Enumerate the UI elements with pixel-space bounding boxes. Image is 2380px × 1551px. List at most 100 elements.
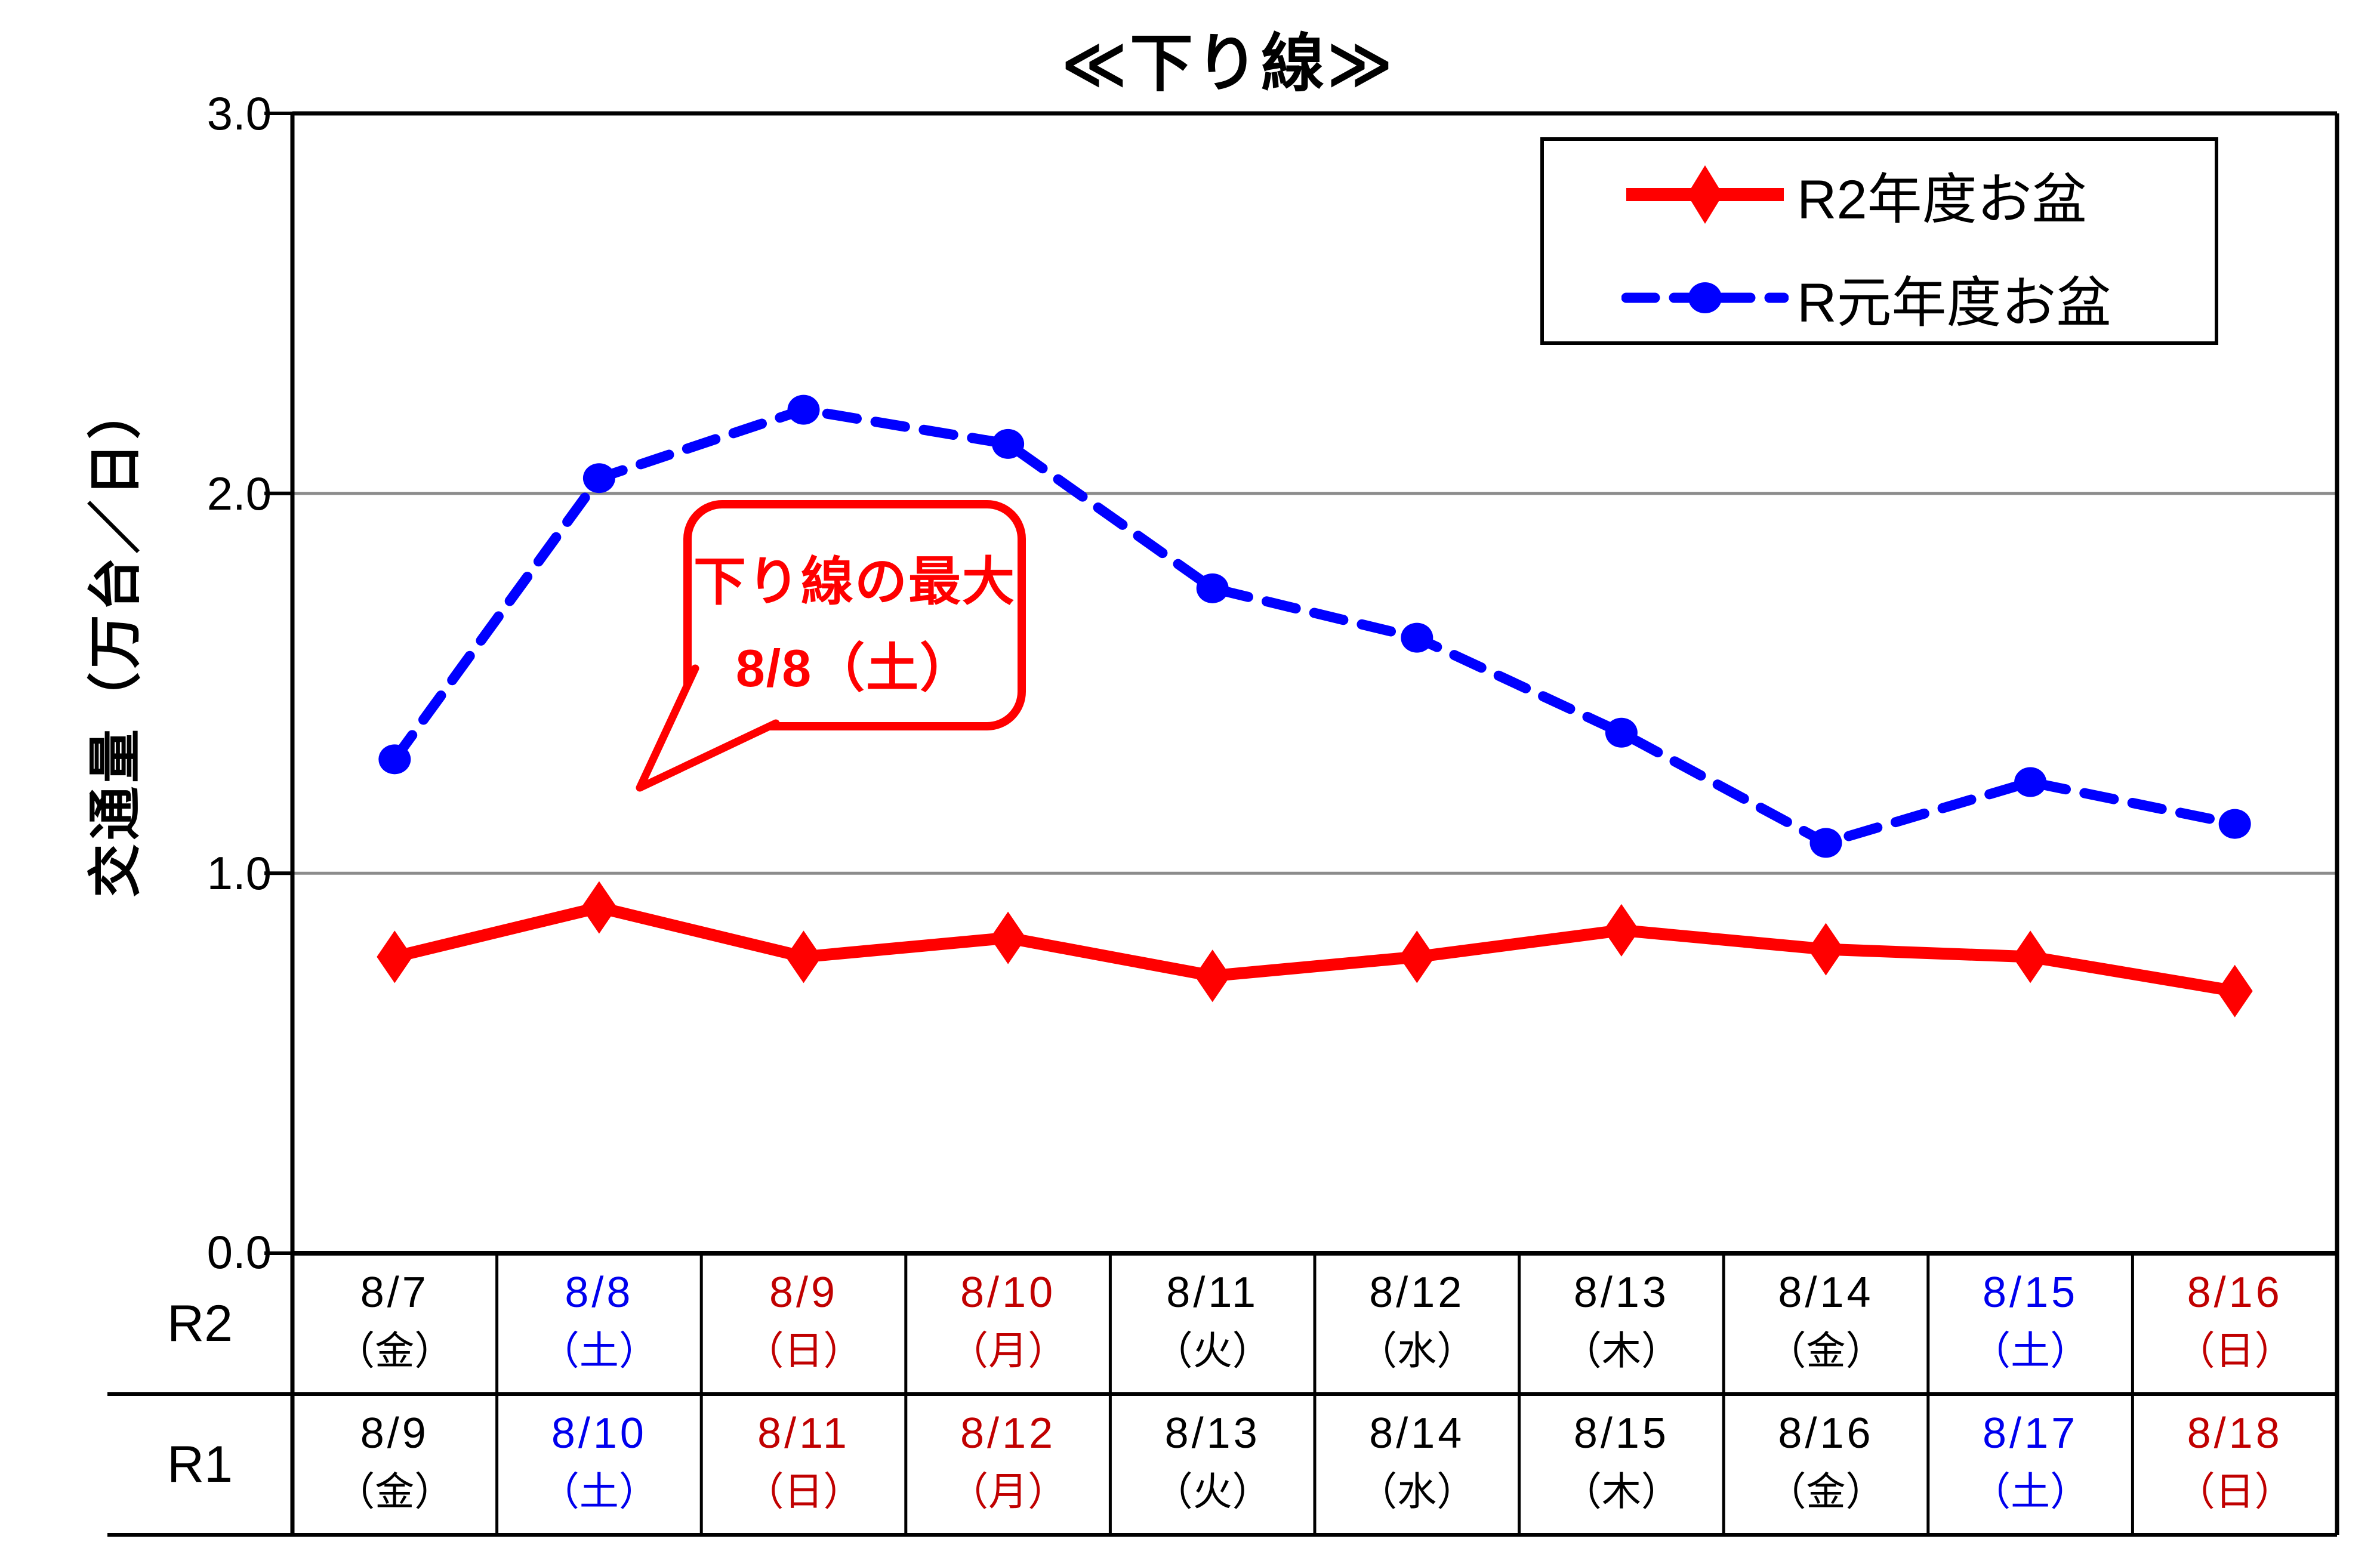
y-tick-label-2: 2.0 [206,467,272,520]
weekday-label: （日） [744,1469,863,1513]
data-point-circle [1605,717,1638,748]
data-point-diamond [1603,904,1639,957]
date-label: 8/16 [1778,1410,1874,1457]
data-point-circle [1809,828,1842,858]
weekday-label: （金） [1766,1469,1885,1513]
weekday-label: （火） [1153,1328,1272,1373]
data-point-circle [582,463,615,494]
chart-title: ≪下り線≫ [1061,29,1395,99]
date-label: 8/9 [769,1269,838,1316]
date-label: 8/15 [1983,1269,2079,1316]
data-point-circle [2218,809,2251,839]
date-label: 8/17 [1983,1410,2079,1457]
weekday-label: （木） [1562,1469,1681,1513]
date-label: 8/15 [1573,1410,1669,1457]
callout-text-line2: 8/8（土） [736,639,973,698]
table-row-header-r1: R1 [167,1436,233,1493]
table-cell-r1-col9: 8/17 （土） [1928,1394,2133,1535]
date-label: 8/14 [1369,1410,1465,1457]
series-line-circle [389,404,2240,849]
legend-label-r2: R2年度お盆 [1797,169,2087,230]
plot-frame [107,111,2339,1537]
callout-annotation: 下り線の最大 8/8（土） [636,500,1026,792]
table-cell-r2-col2: 8/8 （土） [497,1253,702,1394]
table-cell-r2-col5: 8/11 （火） [1110,1253,1315,1394]
weekday-label: （日） [2175,1328,2294,1373]
table-cell-r2-col10: 8/16 （日） [2132,1253,2337,1394]
callout-text-line1: 下り線の最大 [693,552,1016,611]
date-label: 8/10 [960,1269,1056,1316]
weekday-label: （土） [1971,1469,2090,1513]
weekday-label: （土） [539,1328,658,1373]
legend: R2年度お盆 R元年度お盆 [1540,137,2218,345]
date-label: 8/13 [1573,1269,1669,1316]
date-label: 8/10 [551,1410,647,1457]
callout-box [683,500,1026,730]
series-layer [377,394,2253,1535]
data-point-circle [787,394,820,425]
r2-solid-diamond-marker-icon [1626,165,1784,224]
legend-label-r1: R元年度お盆 [1797,272,2111,334]
weekday-label: （水） [1358,1469,1476,1513]
table-row-header-r2: R2 [167,1295,233,1352]
date-label: 8/12 [1369,1269,1465,1316]
data-point-circle [2014,767,2047,797]
table-cell-r2-col3: 8/9 （日） [701,1253,906,1394]
table-cell-r1-col7: 8/15 （木） [1519,1394,1724,1535]
data-point-circle [1196,573,1229,603]
legend-item-r1: R元年度お盆 [1621,259,2111,337]
y-tick-label-1: 1.0 [206,847,272,899]
legend-item-r2: R2年度お盆 [1621,156,2087,233]
data-point-diamond [1194,949,1231,1003]
date-label: 8/12 [960,1410,1056,1457]
table-cell-r1-col10: 8/18 （日） [2132,1394,2337,1535]
data-point-diamond [581,881,617,934]
weekday-label: （火） [1153,1469,1272,1513]
weekday-label: （日） [744,1328,863,1373]
weekday-label: （土） [539,1469,658,1513]
table-cell-r2-col6: 8/12 （水） [1315,1253,1519,1394]
data-point-diamond [1808,923,1844,976]
r1-dashed-circle-marker-icon [1621,282,1789,313]
data-point-diamond [1399,930,1435,983]
date-label: 8/18 [2187,1410,2283,1457]
y-tick-label-3: 3.0 [206,87,272,140]
table-cell-r2-col4: 8/10 （月） [906,1253,1111,1394]
date-label: 8/11 [1166,1269,1259,1316]
weekday-label: （日） [2175,1469,2294,1513]
data-point-diamond [377,930,413,983]
data-point-circle [992,428,1025,459]
table-cell-r1-col6: 8/14 （水） [1315,1394,1519,1535]
date-label: 8/9 [360,1410,429,1457]
table-cell-r1-col2: 8/10 （土） [497,1394,702,1535]
date-label: 8/8 [565,1269,634,1316]
weekday-label: （土） [1971,1328,2090,1373]
weekday-label: （月） [949,1328,1068,1373]
table-cell-r2-col1: 8/7 （金） [292,1253,497,1394]
series-line-diamond [393,901,2236,997]
table-cell-r2-col9: 8/15 （土） [1928,1253,2133,1394]
callout-tail [636,664,780,792]
date-label: 8/11 [757,1410,850,1457]
data-point-diamond [2216,964,2253,1017]
weekday-label: （木） [1562,1328,1681,1373]
data-point-diamond [990,911,1026,964]
weekday-label: （金） [1766,1328,1885,1373]
date-label: 8/14 [1778,1269,1874,1316]
data-point-diamond [785,930,822,983]
table-cell-r2-col7: 8/13 （木） [1519,1253,1724,1394]
weekday-label: （金） [335,1328,454,1373]
table-cell-r1-col8: 8/16 （金） [1724,1394,1928,1535]
table-cell-r1-col4: 8/12 （月） [906,1394,1111,1535]
data-point-circle [1401,622,1433,653]
weekday-label: （金） [335,1469,454,1513]
table-cell-r1-col5: 8/13 （火） [1110,1394,1315,1535]
weekday-label: （月） [949,1469,1068,1513]
date-label: 8/16 [2187,1269,2283,1316]
table-cell-r2-col8: 8/14 （金） [1724,1253,1928,1394]
y-tick-label-0: 0.0 [206,1226,272,1278]
table-cell-r1-col3: 8/11 （日） [701,1394,906,1535]
table-cell-r1-col1: 8/9 （金） [292,1394,497,1535]
